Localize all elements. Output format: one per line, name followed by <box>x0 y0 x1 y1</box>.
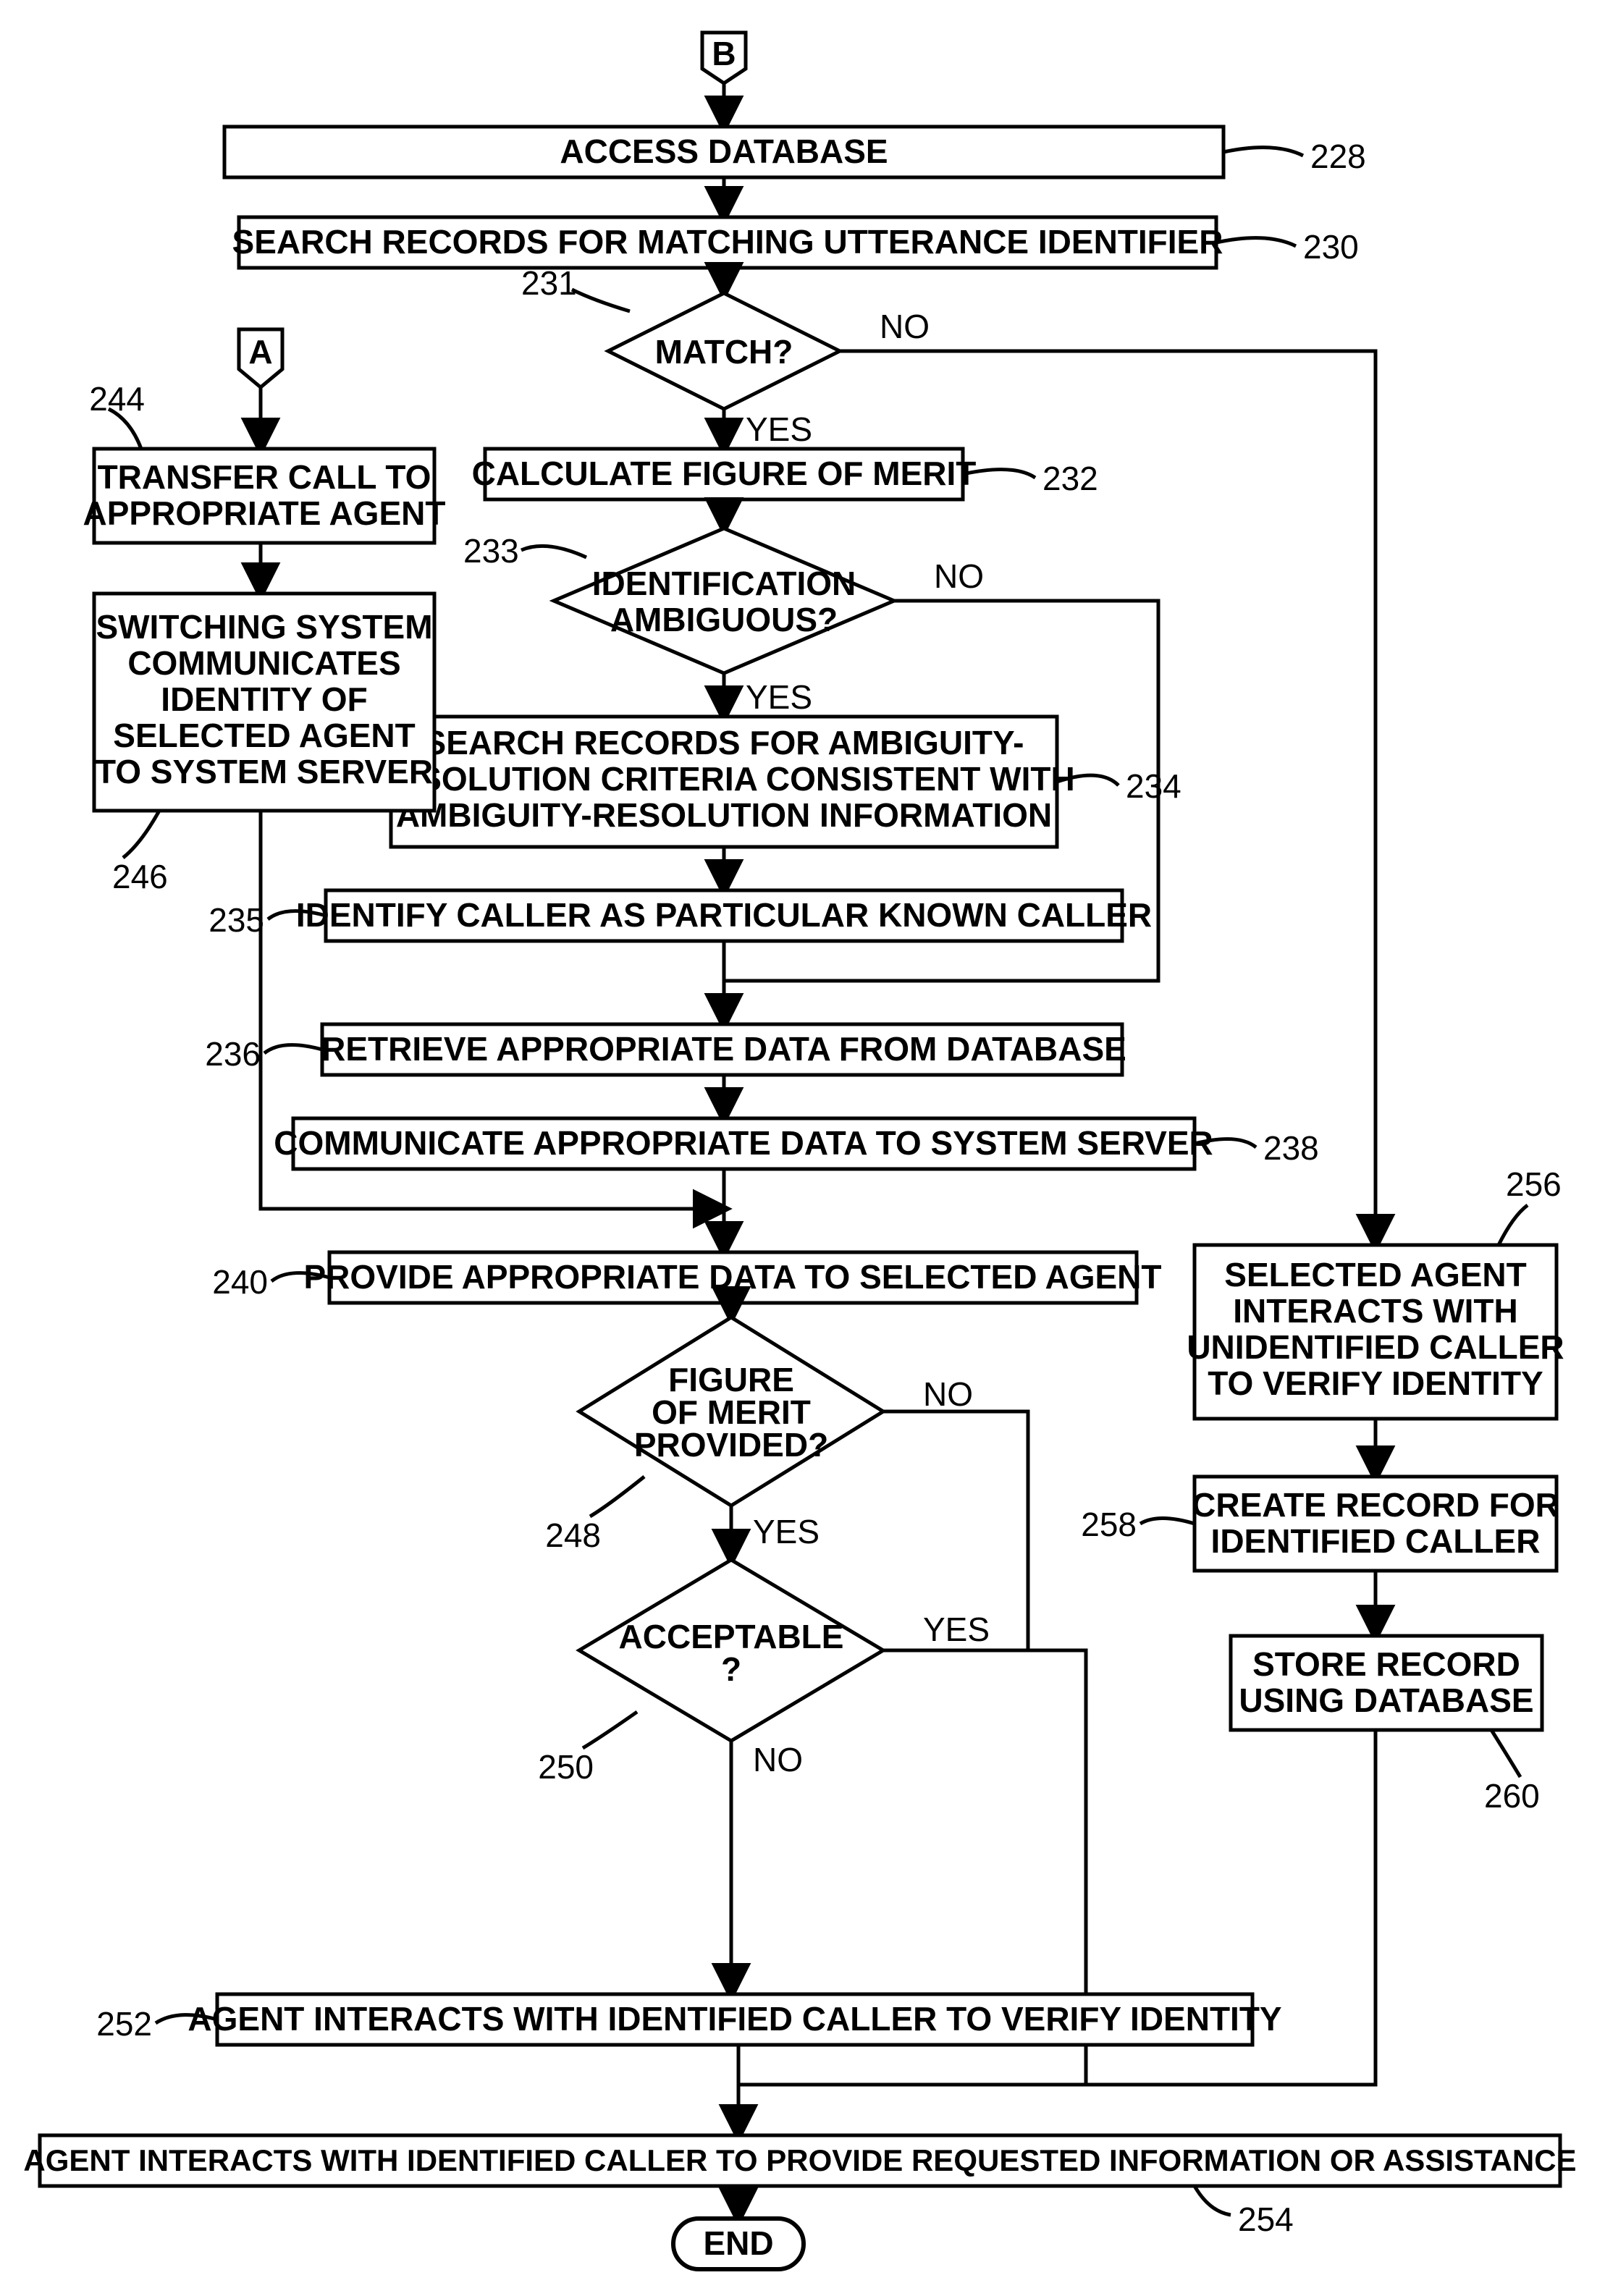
svg-text:244: 244 <box>89 380 145 418</box>
svg-text:USING DATABASE: USING DATABASE <box>1239 1681 1533 1719</box>
svg-text:AGENT INTERACTS WITH IDENTIFIE: AGENT INTERACTS WITH IDENTIFIED CALLER T… <box>23 2143 1576 2177</box>
terminal-end: END <box>673 2219 804 2269</box>
step-260-store-record: STORE RECORD USING DATABASE 260 <box>1231 1636 1542 1815</box>
flowchart: B ACCESS DATABASE 228 SEARCH RECORDS FOR… <box>0 0 1605 2296</box>
svg-text:248: 248 <box>545 1516 601 1554</box>
svg-text:STORE RECORD: STORE RECORD <box>1252 1645 1520 1683</box>
svg-text:246: 246 <box>112 858 168 895</box>
svg-text:UNIDENTIFIED CALLER: UNIDENTIFIED CALLER <box>1187 1328 1564 1366</box>
svg-text:SWITCHING SYSTEM: SWITCHING SYSTEM <box>96 608 432 646</box>
svg-text:228: 228 <box>1310 138 1366 175</box>
step-244-transfer-call: TRANSFER CALL TO APPROPRIATE AGENT 244 <box>83 380 446 543</box>
svg-text:250: 250 <box>538 1748 594 1786</box>
svg-text:COMMUNICATE APPROPRIATE DATA T: COMMUNICATE APPROPRIATE DATA TO SYSTEM S… <box>274 1124 1213 1162</box>
step-230-search-records: SEARCH RECORDS FOR MATCHING UTTERANCE ID… <box>232 217 1359 268</box>
svg-text:254: 254 <box>1238 2200 1294 2238</box>
decision-250-acceptable: ACCEPTABLE ? 250 NO YES <box>538 1560 990 1786</box>
svg-text:NO: NO <box>934 557 984 595</box>
svg-text:TO SYSTEM SERVER: TO SYSTEM SERVER <box>96 753 433 790</box>
svg-text:?: ? <box>721 1650 741 1688</box>
step-232-calc-figure-of-merit: CALCULATE FIGURE OF MERIT 232 <box>472 449 1098 499</box>
svg-text:YES: YES <box>753 1513 820 1550</box>
svg-text:NO: NO <box>923 1375 973 1413</box>
svg-text:252: 252 <box>96 2005 152 2043</box>
svg-text:PROVIDED?: PROVIDED? <box>634 1426 828 1464</box>
svg-text:PROVIDE APPROPRIATE DATA TO SE: PROVIDE APPROPRIATE DATA TO SELECTED AGE… <box>303 1258 1161 1296</box>
step-254-agent-provide-assistance: AGENT INTERACTS WITH IDENTIFIED CALLER T… <box>23 2135 1576 2238</box>
svg-text:MATCH?: MATCH? <box>655 333 793 371</box>
svg-text:234: 234 <box>1126 767 1181 805</box>
svg-text:233: 233 <box>463 532 519 570</box>
svg-text:230: 230 <box>1303 228 1359 266</box>
svg-text:AMBIGUITY-RESOLUTION INFORMATI: AMBIGUITY-RESOLUTION INFORMATION <box>396 796 1052 834</box>
step-236-retrieve-data: RETRIEVE APPROPRIATE DATA FROM DATABASE … <box>205 1024 1126 1075</box>
svg-text:260: 260 <box>1484 1777 1540 1815</box>
svg-text:END: END <box>703 2224 773 2262</box>
svg-text:236: 236 <box>205 1035 261 1073</box>
step-234-search-ambiguity: SEARCH RECORDS FOR AMBIGUITY- RESOLUTION… <box>373 717 1181 847</box>
svg-text:AMBIGUOUS?: AMBIGUOUS? <box>610 601 838 638</box>
svg-text:IDENTIFICATION: IDENTIFICATION <box>592 565 856 602</box>
svg-text:240: 240 <box>212 1263 268 1301</box>
svg-text:TRANSFER CALL TO: TRANSFER CALL TO <box>98 458 431 496</box>
svg-text:CALCULATE FIGURE OF MERIT: CALCULATE FIGURE OF MERIT <box>472 455 977 492</box>
svg-text:INTERACTS WITH: INTERACTS WITH <box>1233 1292 1518 1330</box>
svg-text:B: B <box>712 35 736 72</box>
svg-text:CREATE RECORD FOR: CREATE RECORD FOR <box>1192 1486 1559 1524</box>
svg-text:IDENTITY OF: IDENTITY OF <box>161 680 367 718</box>
svg-text:COMMUNICATES: COMMUNICATES <box>127 644 400 682</box>
step-246-switching-system: SWITCHING SYSTEM COMMUNICATES IDENTITY O… <box>94 594 434 895</box>
svg-text:YES: YES <box>746 410 812 448</box>
step-238-communicate-data: COMMUNICATE APPROPRIATE DATA TO SYSTEM S… <box>274 1118 1318 1169</box>
svg-text:IDENTIFY CALLER AS PARTICULAR: IDENTIFY CALLER AS PARTICULAR KNOWN CALL… <box>296 896 1152 934</box>
svg-text:SELECTED AGENT: SELECTED AGENT <box>113 717 415 754</box>
svg-text:258: 258 <box>1081 1506 1137 1543</box>
svg-text:NO: NO <box>753 1741 803 1778</box>
decision-248-figure-of-merit-provided: FIGURE OF MERIT PROVIDED? 248 YES NO <box>545 1317 973 1554</box>
connector-b: B <box>702 33 746 83</box>
svg-text:APPROPRIATE AGENT: APPROPRIATE AGENT <box>83 494 446 532</box>
step-252-agent-verify-identity: AGENT INTERACTS WITH IDENTIFIED CALLER T… <box>96 1994 1281 2045</box>
svg-text:238: 238 <box>1263 1129 1319 1167</box>
svg-text:SEARCH RECORDS FOR AMBIGUITY-: SEARCH RECORDS FOR AMBIGUITY- <box>424 724 1024 761</box>
svg-text:231: 231 <box>521 264 577 302</box>
svg-text:IDENTIFIED CALLER: IDENTIFIED CALLER <box>1211 1522 1541 1560</box>
svg-text:RETRIEVE APPROPRIATE DATA FROM: RETRIEVE APPROPRIATE DATA FROM DATABASE <box>321 1030 1126 1068</box>
svg-text:RESOLUTION CRITERIA CONSISTENT: RESOLUTION CRITERIA CONSISTENT WITH <box>373 760 1074 798</box>
svg-text:SEARCH RECORDS FOR MATCHING UT: SEARCH RECORDS FOR MATCHING UTTERANCE ID… <box>232 223 1223 261</box>
svg-text:YES: YES <box>923 1611 990 1648</box>
svg-text:232: 232 <box>1042 460 1098 497</box>
step-228-access-database: ACCESS DATABASE 228 <box>224 127 1366 177</box>
svg-text:ACCESS DATABASE: ACCESS DATABASE <box>560 132 888 170</box>
svg-text:235: 235 <box>208 901 264 939</box>
step-258-create-record: CREATE RECORD FOR IDENTIFIED CALLER 258 <box>1081 1477 1559 1571</box>
svg-text:AGENT INTERACTS WITH IDENTIFIE: AGENT INTERACTS WITH IDENTIFIED CALLER T… <box>188 2000 1281 2038</box>
svg-text:TO VERIFY IDENTITY: TO VERIFY IDENTITY <box>1208 1364 1543 1402</box>
svg-text:A: A <box>248 333 272 371</box>
svg-text:YES: YES <box>746 678 812 716</box>
svg-text:NO: NO <box>880 308 930 345</box>
step-235-identify-caller: IDENTIFY CALLER AS PARTICULAR KNOWN CALL… <box>208 890 1152 941</box>
connector-a: A <box>239 329 282 387</box>
svg-text:256: 256 <box>1506 1165 1562 1203</box>
step-240-provide-data: PROVIDE APPROPRIATE DATA TO SELECTED AGE… <box>212 1252 1161 1303</box>
svg-text:SELECTED AGENT: SELECTED AGENT <box>1224 1256 1526 1293</box>
